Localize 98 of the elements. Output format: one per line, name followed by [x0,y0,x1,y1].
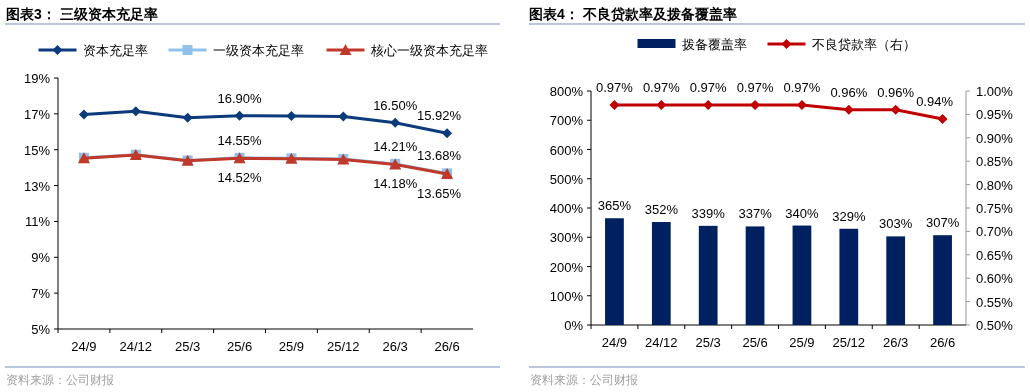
chart-title: 图表3： 三级资本充足率 [6,6,158,22]
y-tick-label: 600% [549,142,584,158]
data-label: 307% [925,215,960,231]
data-label: 339% [691,205,726,221]
point [890,104,901,115]
y2-tick-label: 0.55% [976,294,1014,310]
data-label: 0.97% [689,80,728,96]
y-tick-label: 11% [24,214,51,230]
x-tick-label: 25/9 [278,339,305,354]
data-label: 0.97% [736,80,774,96]
y2-tick-label: 0.50% [976,318,1014,333]
data-label: 14.18% [373,176,418,192]
y-tick-label: 19% [23,71,51,86]
bar [605,218,624,325]
y2-tick-label: 0.85% [976,154,1014,170]
point [656,100,667,111]
y-tick-label: 0% [564,318,584,333]
chart-title: 图表4： 不良贷款率及拨备覆盖率 [529,6,737,22]
data-label: 14.21% [373,138,418,154]
x-tick-label: 26/3 [382,339,408,354]
data-label: 13.65% [417,185,462,201]
bar [839,228,859,325]
point [442,128,453,139]
point [286,111,297,122]
x-tick-label: 24/9 [601,335,628,350]
y-tick-label: 400% [549,201,584,216]
bar [792,225,812,325]
y-tick-label: 300% [549,230,584,246]
point [182,112,193,123]
y2-tick-label: 0.80% [976,177,1014,193]
y-tick-label: 500% [549,171,584,187]
x-tick-label: 25/6 [742,335,768,350]
point [609,100,620,111]
y2-tick-label: 0.65% [976,247,1014,263]
data-label: 365% [597,198,632,214]
bar [933,235,952,325]
x-tick-label: 25/9 [789,335,815,350]
data-label: 337% [738,206,773,222]
y2-tick-label: 0.75% [976,201,1014,216]
point [78,109,89,120]
x-tick-label: 25/6 [226,339,253,354]
data-label: 16.50% [373,97,418,113]
data-label: 0.97% [783,80,821,96]
legend-label: 拨备覆盖率 [681,37,747,52]
legend-label: 一级资本充足率 [212,43,304,58]
legend-label: 资本充足率 [82,43,148,58]
bar [886,236,906,325]
x-tick-label: 26/6 [929,335,956,350]
y-tick-label: 800% [549,84,584,99]
text: 资料来源：公司财报 [6,373,114,387]
y-tick-label: 7% [31,286,51,302]
y2-tick-label: 0.95% [976,107,1014,123]
data-label: 352% [644,202,679,218]
point [390,117,401,128]
bar [745,226,765,325]
data-label: 303% [879,216,913,232]
point [234,110,245,121]
y-tick-label: 100% [549,288,584,304]
x-tick-label: 25/3 [695,335,721,350]
y-tick-label: 13% [23,178,51,194]
y2-tick-label: 0.90% [976,130,1014,146]
data-label: 0.96% [877,84,915,100]
y-tick-label: 15% [23,142,51,158]
point [338,111,349,122]
data-label: 340% [785,205,819,221]
y-tick-label: 200% [549,259,584,275]
data-label: 0.97% [596,80,634,96]
x-tick-label: 24/12 [119,339,153,354]
x-tick-label: 24/12 [645,335,678,350]
x-tick-label: 24/9 [71,339,97,354]
data-label: 13.68% [417,148,462,164]
y-tick-label: 9% [31,250,51,266]
y-tick-label: 700% [549,113,584,129]
data-label: 15.92% [417,108,462,124]
y2-tick-label: 0.70% [976,224,1014,240]
y-tick-label: 17% [23,106,51,122]
bar [651,222,671,325]
x-tick-label: 25/12 [832,335,866,350]
data-label: 16.90% [217,90,263,106]
y-tick-label: 5% [31,322,51,337]
data-label: 0.94% [916,94,954,110]
legend-label: 不良贷款率（右） [811,37,916,52]
bar [698,225,718,325]
y2-tick-label: 0.60% [976,271,1014,287]
x-tick-label: 25/12 [327,339,360,354]
x-tick-label: 26/6 [434,339,460,354]
legend-label: 核心一级资本充足率 [369,43,488,58]
data-label: 14.55% [217,132,263,148]
data-label: 0.96% [830,84,868,100]
data-label: 0.97% [642,80,681,96]
point [843,104,854,115]
data-label: 14.52% [217,170,263,186]
x-tick-label: 26/3 [883,335,909,350]
text: 资料来源：公司财报 [530,373,638,387]
data-label: 329% [832,208,866,224]
y2-tick-label: 1.00% [976,84,1014,99]
x-tick-label: 25/3 [175,339,201,354]
point [937,114,948,125]
